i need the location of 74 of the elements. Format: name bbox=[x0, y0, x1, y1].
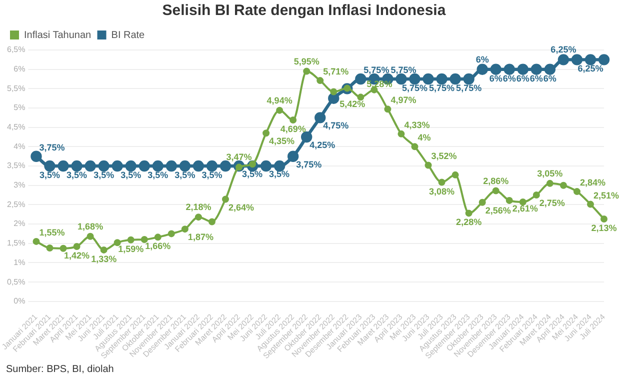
data-label: 4,69% bbox=[280, 124, 306, 134]
data-label: 2,61% bbox=[512, 203, 538, 214]
data-label: 4,94% bbox=[266, 95, 292, 106]
data-label: 3,47% bbox=[226, 152, 252, 162]
y-tick-label: 5,5% bbox=[7, 84, 26, 93]
data-label: 3,5% bbox=[202, 170, 222, 180]
data-label: 4,25% bbox=[310, 140, 336, 150]
data-label: 3,5% bbox=[174, 170, 196, 180]
y-tick-label: 6,5% bbox=[7, 45, 26, 54]
legend-label: BI Rate bbox=[111, 30, 146, 41]
y-tick-label: 0,5% bbox=[7, 277, 26, 286]
data-label: 2,84% bbox=[580, 178, 606, 188]
data-label: 5,75% bbox=[456, 82, 482, 93]
data-label: 2,75% bbox=[539, 198, 565, 208]
y-tick-label: 5% bbox=[14, 103, 26, 112]
data-label: 3,52% bbox=[431, 151, 457, 162]
data-label: 5,42% bbox=[340, 98, 366, 109]
y-tick-label: 3% bbox=[14, 180, 26, 190]
data-label: 4,97% bbox=[390, 95, 416, 106]
data-label: 1,42% bbox=[64, 250, 90, 260]
data-label: 5,75% bbox=[429, 82, 455, 93]
data-label: 6% bbox=[476, 54, 489, 64]
y-tick-label: 1,5% bbox=[7, 238, 26, 248]
data-label: 1,68% bbox=[78, 221, 104, 232]
data-label: 1,87% bbox=[188, 232, 214, 242]
data-label: 4% bbox=[418, 132, 431, 143]
data-label: 5,75% bbox=[364, 64, 390, 75]
y-tick-label: 3,5% bbox=[7, 161, 26, 170]
data-label: 5,75% bbox=[402, 82, 428, 93]
data-label: 2,18% bbox=[186, 202, 212, 212]
data-label: 3,05% bbox=[537, 168, 563, 178]
data-label: 1,59% bbox=[118, 244, 144, 254]
data-label: 4,75% bbox=[323, 120, 349, 131]
legend-label: Inflasi Tahunan bbox=[24, 30, 92, 41]
data-label: 2,51% bbox=[593, 190, 620, 200]
data-label: 6% bbox=[516, 73, 530, 84]
data-label: 3,75% bbox=[39, 142, 65, 152]
y-tick-label: 2% bbox=[14, 219, 26, 228]
y-tick-label: 1% bbox=[14, 258, 26, 267]
data-label: 5,71% bbox=[323, 66, 349, 77]
data-label: 3,5% bbox=[39, 170, 60, 180]
data-label: 6% bbox=[502, 73, 516, 84]
chart-title: Selisih BI Rate dengan Inflasi Indonesia bbox=[162, 2, 446, 20]
y-tick-label: 4% bbox=[14, 142, 26, 151]
y-tick-label: 6% bbox=[14, 64, 26, 74]
data-label: 3,5% bbox=[269, 169, 290, 180]
y-tick-label: 0% bbox=[14, 296, 26, 306]
data-label: 2,64% bbox=[228, 202, 254, 212]
data-label: 4,33% bbox=[404, 120, 430, 130]
data-label: 5,75% bbox=[390, 64, 416, 75]
text: Sumber: BPS, BI, diolah bbox=[6, 364, 115, 375]
data-label: 6% bbox=[543, 73, 556, 84]
data-label: 3,75% bbox=[296, 159, 322, 170]
data-label: 2,28% bbox=[456, 217, 482, 228]
data-label: 3,5% bbox=[94, 170, 114, 180]
data-label: 5,95% bbox=[294, 56, 320, 66]
data-label: 6% bbox=[530, 73, 543, 84]
data-label: 6,25% bbox=[550, 44, 576, 55]
data-label: 6% bbox=[489, 73, 502, 84]
data-label: 2,56% bbox=[485, 205, 511, 216]
data-label: 2,86% bbox=[483, 176, 509, 186]
data-label: 1,55% bbox=[39, 227, 65, 238]
data-label: 1,33% bbox=[91, 254, 117, 264]
data-label: 6,25% bbox=[578, 64, 604, 74]
data-label: 1,66% bbox=[145, 241, 171, 252]
data-label: 3,5% bbox=[148, 170, 168, 180]
data-label: 2,13% bbox=[591, 222, 617, 233]
data-label: 3,08% bbox=[429, 186, 455, 196]
data-label: 3,5% bbox=[120, 170, 142, 180]
y-tick-label: 2,5% bbox=[7, 200, 26, 209]
data-label: 3,5% bbox=[242, 169, 263, 180]
y-tick-label: 4,5% bbox=[7, 122, 26, 132]
data-label: 3,5% bbox=[66, 170, 88, 180]
data-label: 4,35% bbox=[269, 136, 295, 146]
